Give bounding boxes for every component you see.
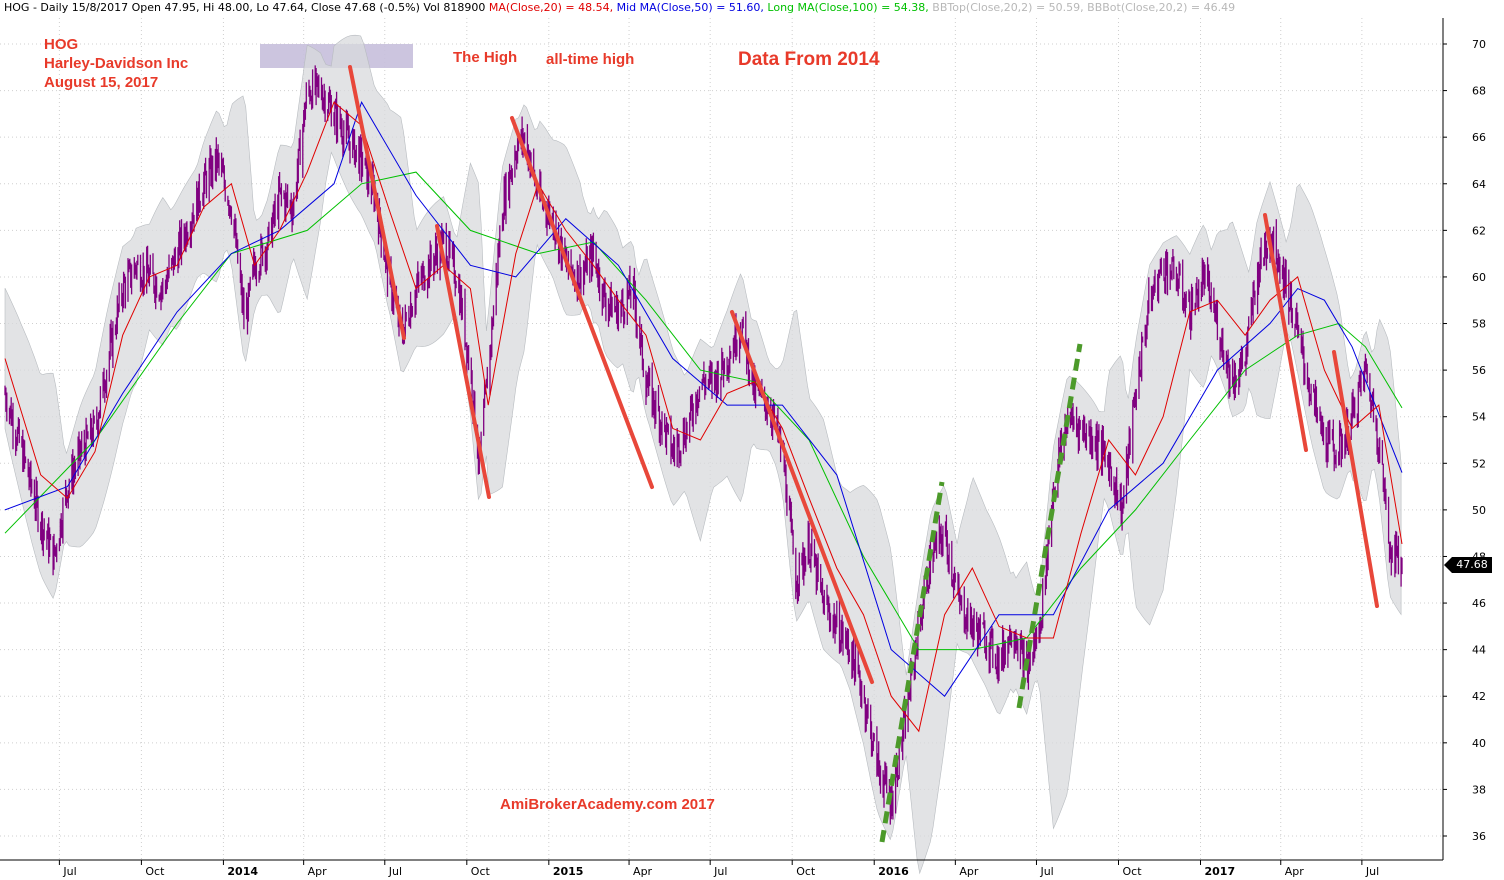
date-label: August 15, 2017 [44, 74, 159, 91]
x-tick-label: Oct [796, 865, 816, 878]
watermark: AmiBrokerAcademy.com 2017 [500, 796, 715, 813]
y-tick-label: 66 [1472, 131, 1486, 144]
moving-averages [4, 100, 1403, 733]
header-ma20: MA(Close,20) = 48.54, [488, 1, 614, 14]
uptrend-line [879, 481, 945, 843]
y-tick-label: 56 [1472, 364, 1486, 377]
y-tick-label: 44 [1472, 644, 1486, 657]
y-tick-label: 40 [1472, 737, 1486, 750]
header-bbtop: BBTop(Close,20,2) = 50.59, [932, 1, 1084, 14]
y-tick-label: 46 [1472, 597, 1486, 610]
x-tick-label: Oct [471, 865, 491, 878]
y-tick-label: 52 [1472, 457, 1486, 470]
header-price-info: HOG - Daily 15/8/2017 Open 47.95, Hi 48.… [4, 1, 486, 14]
x-tick-label: Jul [62, 865, 76, 878]
x-tick-label: Apr [959, 865, 979, 878]
y-tick-label: 64 [1472, 178, 1486, 191]
ma100-series [4, 171, 1403, 651]
downtrend-line [510, 116, 654, 489]
chart-header: HOG - Daily 15/8/2017 Open 47.95, Hi 48.… [4, 1, 1235, 14]
header-bbbot: BBBot(Close,20,2) = 46.49 [1087, 1, 1236, 14]
x-tick-label: Apr [1285, 865, 1305, 878]
downtrend-line [435, 224, 491, 499]
y-tick-label: 54 [1472, 411, 1486, 424]
downtrend-line [730, 310, 874, 684]
x-axis-ticks: Jul Oct 2014 Apr Jul Oct 2015 Apr Jul Oct 2016 Apr J… [58, 860, 1379, 878]
downtrend-line [1332, 350, 1379, 608]
x-tick-label: 2016 [878, 865, 909, 878]
bollinger-band [4, 34, 1402, 875]
uptrend-line [1016, 343, 1083, 709]
trend-lines [348, 65, 1379, 843]
company-label: Harley-Davidson Inc [44, 55, 189, 72]
x-tick-label: Jul [713, 865, 727, 878]
x-tick-label: 2015 [553, 865, 584, 878]
y-tick-label: 68 [1472, 85, 1486, 98]
ma20-series [4, 101, 1403, 733]
bollinger-band-area [4, 34, 1402, 875]
header-ma50: Mid MA(Close,50) = 51.60, [616, 1, 764, 14]
header-ma100: Long MA(Close,100) = 54.38, [767, 1, 929, 14]
y-tick-label: 58 [1472, 318, 1486, 331]
last-price-marker: 47.68 [1444, 557, 1492, 573]
x-tick-label: Apr [633, 865, 653, 878]
y-tick-label: 36 [1472, 830, 1486, 843]
x-tick-label: Jul [1365, 865, 1379, 878]
x-tick-label: Oct [1122, 865, 1142, 878]
x-tick-label: 2014 [227, 865, 258, 878]
x-tick-label: Oct [145, 865, 165, 878]
x-tick-label: Jul [388, 865, 402, 878]
all-time-high-label: all-time high [546, 51, 635, 68]
y-tick-label: 42 [1472, 690, 1486, 703]
y-tick-label: 50 [1472, 504, 1486, 517]
downtrend-line [348, 65, 406, 340]
x-tick-label: Apr [308, 865, 328, 878]
y-axis-ticks: 363840424446485052545658606264666870 [1443, 38, 1486, 843]
y-tick-label: 70 [1472, 38, 1486, 51]
y-tick-label: 60 [1472, 271, 1486, 284]
y-tick-label: 38 [1472, 783, 1486, 796]
downtrend-line [1263, 213, 1308, 452]
the-high-label: The High [453, 49, 518, 66]
ticker-label: HOG [44, 36, 79, 53]
ma50-series [4, 100, 1403, 697]
y-tick-label: 62 [1472, 224, 1486, 237]
x-tick-label: Jul [1039, 865, 1053, 878]
x-tick-label: 2017 [1205, 865, 1236, 878]
data-from-label: Data From 2014 [738, 49, 880, 70]
